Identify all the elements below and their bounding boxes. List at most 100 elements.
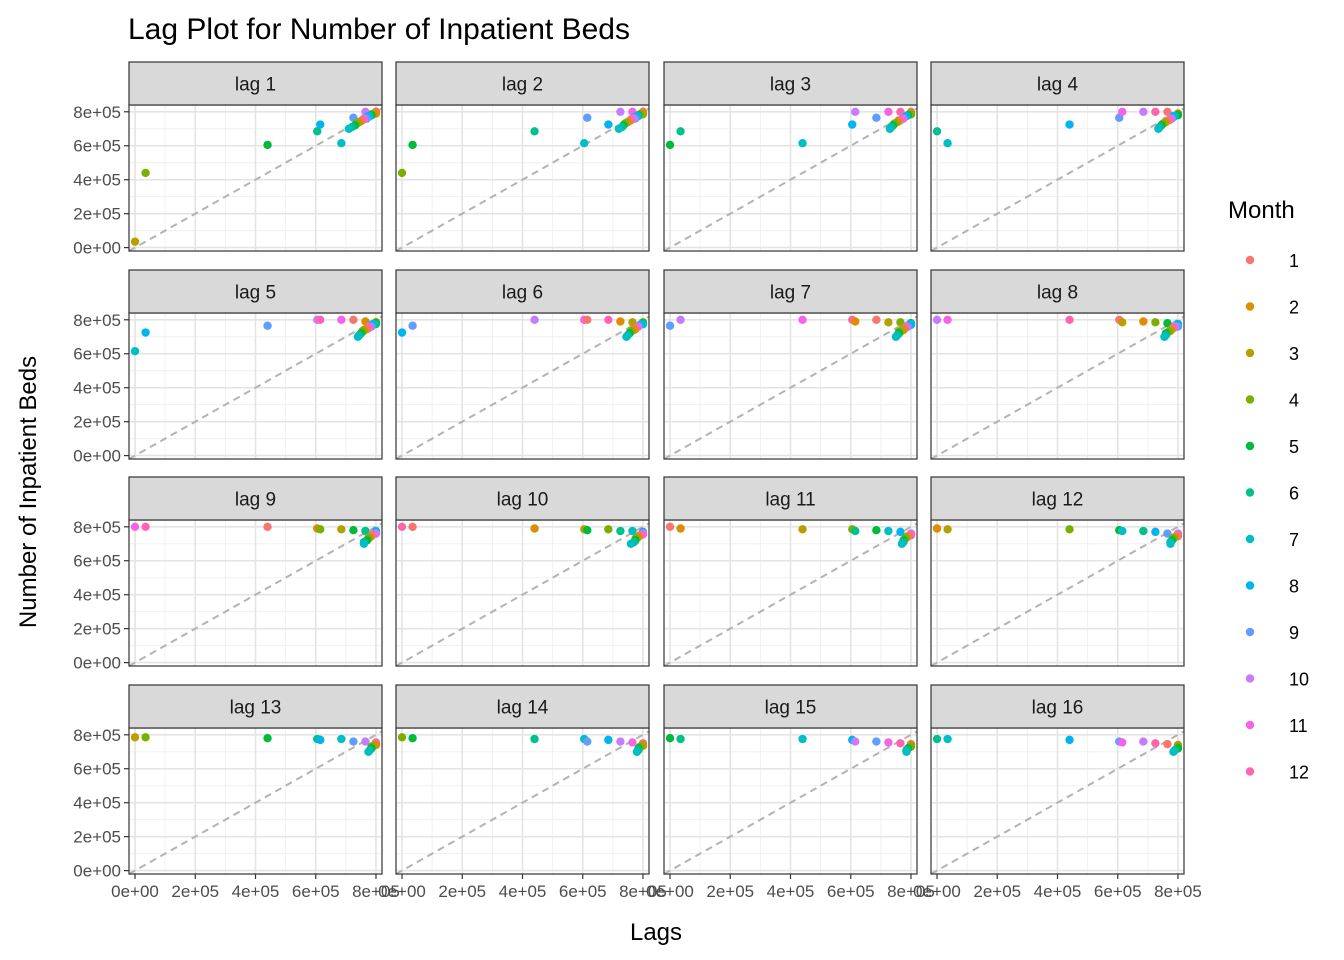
- data-point: [344, 124, 354, 133]
- data-point: [580, 139, 589, 148]
- data-point: [676, 734, 685, 744]
- strip-label: lag 1: [235, 75, 276, 96]
- data-point: [943, 139, 952, 148]
- x-tick-label: 6e+05: [827, 882, 875, 901]
- data-point: [604, 315, 613, 324]
- data-point: [1169, 747, 1178, 756]
- data-point: [896, 527, 905, 537]
- facet-panel: lag 5 0e+00 2e+05 4e+05 6e+05 8e+05: [73, 269, 383, 466]
- legend-label: 6: [1289, 484, 1299, 504]
- data-point: [337, 315, 346, 324]
- strip-label: lag 12: [1032, 490, 1084, 511]
- reference-line: [395, 730, 650, 875]
- data-point: [1118, 107, 1127, 116]
- x-tick-label: 4e+05: [1034, 882, 1082, 901]
- x-tick-label: 4e+05: [499, 882, 547, 901]
- legend-key: [1245, 395, 1255, 404]
- x-tick-label: 2e+05: [438, 882, 486, 901]
- legend-label: 11: [1289, 716, 1308, 736]
- y-tick-label: 8e+05: [73, 103, 121, 122]
- data-point: [848, 120, 857, 129]
- facet-panel: lag 7: [663, 269, 918, 460]
- data-point: [364, 747, 373, 756]
- data-point: [361, 737, 370, 746]
- data-point: [604, 525, 613, 534]
- data-point: [583, 113, 592, 122]
- data-point: [616, 737, 625, 746]
- data-point: [665, 321, 675, 330]
- x-tick-label: 0e+00: [646, 882, 694, 901]
- legend-key: [1245, 767, 1255, 776]
- legend-item: 3: [1245, 344, 1299, 364]
- data-point: [872, 525, 881, 535]
- x-tick-label: 0e+00: [913, 882, 961, 901]
- facet-panel: lag 9 0e+00 2e+05 4e+05 6e+05 8e+05: [73, 476, 383, 673]
- y-tick-label: 4e+05: [73, 794, 121, 813]
- y-tick-label: 8e+05: [73, 726, 121, 745]
- legend-label: 9: [1289, 623, 1299, 643]
- y-tick-label: 0e+00: [73, 447, 121, 466]
- facet-panel: lag 6: [395, 269, 650, 460]
- strip-label: lag 9: [235, 490, 276, 511]
- data-point: [583, 315, 592, 324]
- facet-panel: lag 14 0e+00 2e+05 4e+05 6e+05 8e+05: [378, 684, 667, 901]
- strip-label: lag 7: [770, 283, 811, 304]
- data-point: [583, 525, 592, 535]
- legend-label: 7: [1289, 530, 1299, 550]
- data-point: [1065, 315, 1074, 324]
- facet-panels: lag 1 0e+00 2e+05 4e+05 6e+05 8e+05 lag 2 lag 3…: [73, 61, 1202, 901]
- x-axis-title: Lags: [630, 919, 682, 946]
- facet-panel: lag 3: [663, 61, 918, 252]
- data-point: [530, 127, 539, 136]
- data-point: [872, 113, 881, 122]
- data-point: [397, 328, 407, 337]
- data-point: [353, 332, 363, 341]
- data-point: [604, 120, 613, 129]
- y-tick-label: 2e+05: [73, 620, 121, 639]
- data-point: [885, 124, 895, 133]
- x-tick-label: 2e+05: [706, 882, 754, 901]
- data-point: [1151, 527, 1160, 537]
- strip-label: lag 5: [235, 283, 276, 304]
- legend-item: 8: [1245, 577, 1299, 597]
- data-point: [349, 737, 358, 746]
- data-point: [408, 140, 417, 150]
- data-point: [884, 318, 893, 327]
- data-point: [316, 120, 325, 129]
- y-tick-label: 8e+05: [73, 311, 121, 330]
- legend-label: 4: [1289, 391, 1299, 411]
- y-tick-label: 8e+05: [73, 518, 121, 537]
- strip-label: lag 3: [770, 75, 811, 96]
- legend-key: [1245, 302, 1255, 311]
- data-point: [632, 747, 642, 756]
- x-tick-label: 2e+05: [973, 882, 1021, 901]
- strip-label: lag 8: [1037, 283, 1078, 304]
- x-tick-label: 0e+00: [378, 882, 426, 901]
- data-point: [665, 140, 675, 150]
- legend-item: 10: [1245, 670, 1309, 690]
- data-point: [798, 315, 807, 324]
- data-point: [851, 526, 860, 536]
- data-point: [1139, 317, 1148, 326]
- data-point: [141, 733, 150, 742]
- data-point: [932, 127, 942, 136]
- data-point: [1166, 539, 1175, 548]
- legend-item: 5: [1245, 437, 1299, 457]
- data-point: [408, 522, 417, 531]
- legend-label: 8: [1289, 577, 1299, 597]
- facet-panel: lag 13 0e+00 2e+05 4e+05 6e+05 8e+05 0e+00 2e+0…: [73, 684, 400, 901]
- reference-line: [128, 522, 383, 667]
- data-point: [851, 107, 860, 116]
- strip-label: lag 11: [765, 490, 815, 511]
- y-tick-label: 4e+05: [73, 586, 121, 605]
- data-point: [1065, 525, 1074, 534]
- data-point: [141, 328, 150, 337]
- reference-line: [930, 315, 1185, 460]
- strip-label: lag 15: [765, 698, 817, 719]
- data-point: [628, 738, 637, 747]
- data-point: [530, 734, 539, 744]
- strip-label: lag 13: [230, 698, 282, 719]
- data-point: [1151, 318, 1160, 327]
- strip-background: [395, 61, 650, 106]
